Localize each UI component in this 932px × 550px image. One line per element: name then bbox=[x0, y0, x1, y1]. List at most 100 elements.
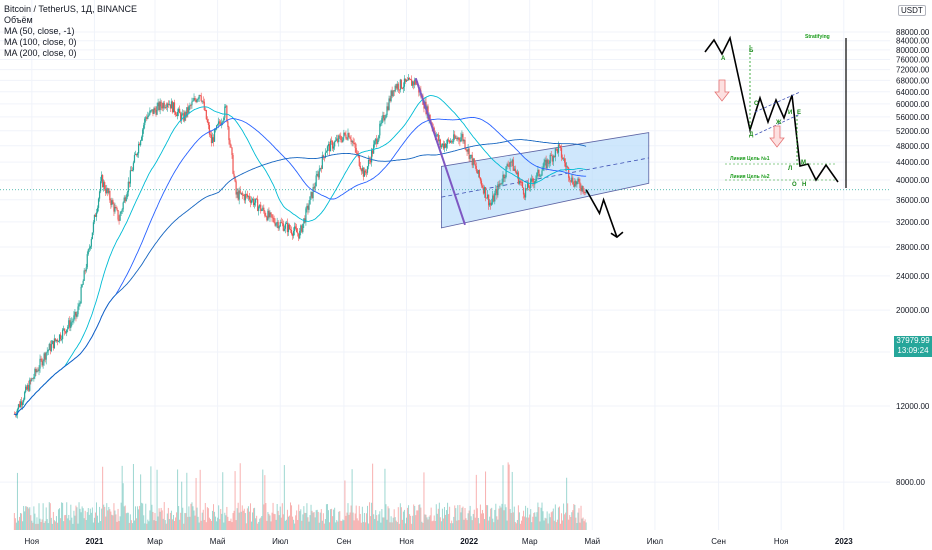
volume-bar bbox=[276, 503, 278, 530]
candle-body bbox=[107, 188, 109, 193]
volume-bar bbox=[522, 516, 524, 530]
candle-body bbox=[452, 141, 454, 143]
candle-body bbox=[463, 140, 465, 142]
candle-body bbox=[267, 210, 269, 221]
candle-body bbox=[266, 216, 268, 221]
candle-body bbox=[341, 140, 343, 142]
volume-bar bbox=[61, 502, 63, 530]
volume-bar bbox=[494, 509, 496, 530]
volume-bar bbox=[249, 503, 251, 530]
volume-bar bbox=[90, 512, 92, 530]
volume-bar bbox=[548, 513, 550, 530]
candle-body bbox=[228, 127, 230, 141]
candle-body bbox=[129, 170, 131, 184]
x-tick-label: 2022 bbox=[460, 537, 478, 546]
volume-bar bbox=[531, 522, 533, 530]
volume-bar bbox=[87, 508, 89, 530]
currency-button[interactable]: USDT bbox=[898, 5, 926, 16]
candle-body bbox=[67, 326, 69, 330]
volume-bar bbox=[158, 508, 160, 530]
candle-body bbox=[40, 358, 42, 360]
volume-bar bbox=[353, 520, 355, 530]
volume-bar bbox=[268, 513, 270, 530]
candle-body bbox=[514, 168, 516, 172]
volume-bar bbox=[252, 512, 254, 530]
candle-body bbox=[334, 141, 336, 147]
candle-body bbox=[450, 140, 452, 143]
volume-bar bbox=[515, 523, 517, 530]
volume-bar bbox=[430, 507, 432, 530]
candle-body bbox=[310, 192, 312, 197]
volume-bar bbox=[109, 509, 111, 530]
projection-path bbox=[585, 189, 618, 238]
volume-bar bbox=[458, 520, 460, 530]
candle-body bbox=[468, 148, 470, 159]
candle-body bbox=[31, 378, 33, 381]
candle-body bbox=[297, 232, 299, 234]
volume-bar bbox=[73, 510, 75, 530]
volume-bar bbox=[345, 515, 347, 530]
volume-bar bbox=[118, 521, 120, 530]
candle-body bbox=[224, 106, 226, 118]
candle-body bbox=[36, 370, 38, 373]
legend-ma50[interactable]: MA (50, close, -1) bbox=[4, 26, 75, 36]
volume-bar bbox=[124, 505, 126, 530]
candle-body bbox=[571, 177, 573, 182]
candle-body bbox=[580, 187, 582, 191]
volume-bar bbox=[253, 508, 255, 530]
candle-body bbox=[203, 101, 205, 110]
volume-bar bbox=[451, 520, 453, 530]
candle-body bbox=[298, 233, 300, 239]
volume-bar bbox=[527, 507, 529, 530]
volume-bar bbox=[98, 522, 100, 530]
volume-bar bbox=[481, 509, 483, 530]
candle-body bbox=[275, 223, 277, 226]
candle-body bbox=[490, 202, 492, 206]
volume-bar bbox=[399, 503, 401, 530]
volume-bar bbox=[454, 505, 456, 530]
candle-body bbox=[180, 113, 182, 121]
volume-bar bbox=[413, 504, 415, 530]
volume-bar bbox=[346, 512, 348, 530]
candle-body bbox=[193, 98, 195, 101]
legend-title[interactable]: Bitcoin / TetherUS, 1Д, BINANCE bbox=[4, 4, 137, 14]
candle-body bbox=[482, 187, 485, 194]
volume-bar bbox=[65, 514, 67, 530]
candle-body bbox=[319, 168, 321, 170]
volume-bar bbox=[412, 515, 414, 530]
candle-body bbox=[305, 208, 307, 223]
candle-body bbox=[253, 202, 256, 206]
candle-body bbox=[491, 202, 493, 206]
volume-bar bbox=[153, 520, 155, 530]
volume-bar bbox=[115, 514, 117, 530]
legend-ma100[interactable]: MA (100, close, 0) bbox=[4, 37, 77, 47]
candle-body bbox=[242, 194, 244, 196]
candle-body bbox=[391, 90, 393, 97]
candle-body bbox=[575, 180, 577, 185]
candle-body bbox=[498, 184, 500, 186]
volume-bar bbox=[37, 523, 39, 530]
volume-bar bbox=[169, 512, 171, 530]
volume-bar bbox=[382, 517, 384, 530]
candle-body bbox=[121, 209, 123, 212]
volume-bar bbox=[101, 508, 103, 530]
volume-bar bbox=[518, 512, 520, 530]
volume-bar bbox=[537, 502, 539, 530]
candle-body bbox=[499, 183, 501, 186]
candle-body bbox=[139, 143, 141, 146]
candle-body bbox=[38, 368, 40, 372]
candle-body bbox=[477, 170, 479, 174]
candle-body bbox=[353, 142, 355, 144]
candle-body bbox=[170, 101, 173, 109]
volume-bar bbox=[84, 510, 86, 530]
volume-bar bbox=[414, 505, 416, 530]
candle-body bbox=[479, 177, 482, 181]
volume-bar bbox=[56, 522, 58, 530]
volume-bar bbox=[495, 503, 497, 530]
legend-volume[interactable]: Объём bbox=[4, 15, 33, 25]
volume-bar bbox=[441, 508, 443, 530]
candle-body bbox=[412, 81, 414, 86]
volume-bar bbox=[121, 465, 123, 530]
legend-ma200[interactable]: MA (200, close, 0) bbox=[4, 48, 77, 58]
